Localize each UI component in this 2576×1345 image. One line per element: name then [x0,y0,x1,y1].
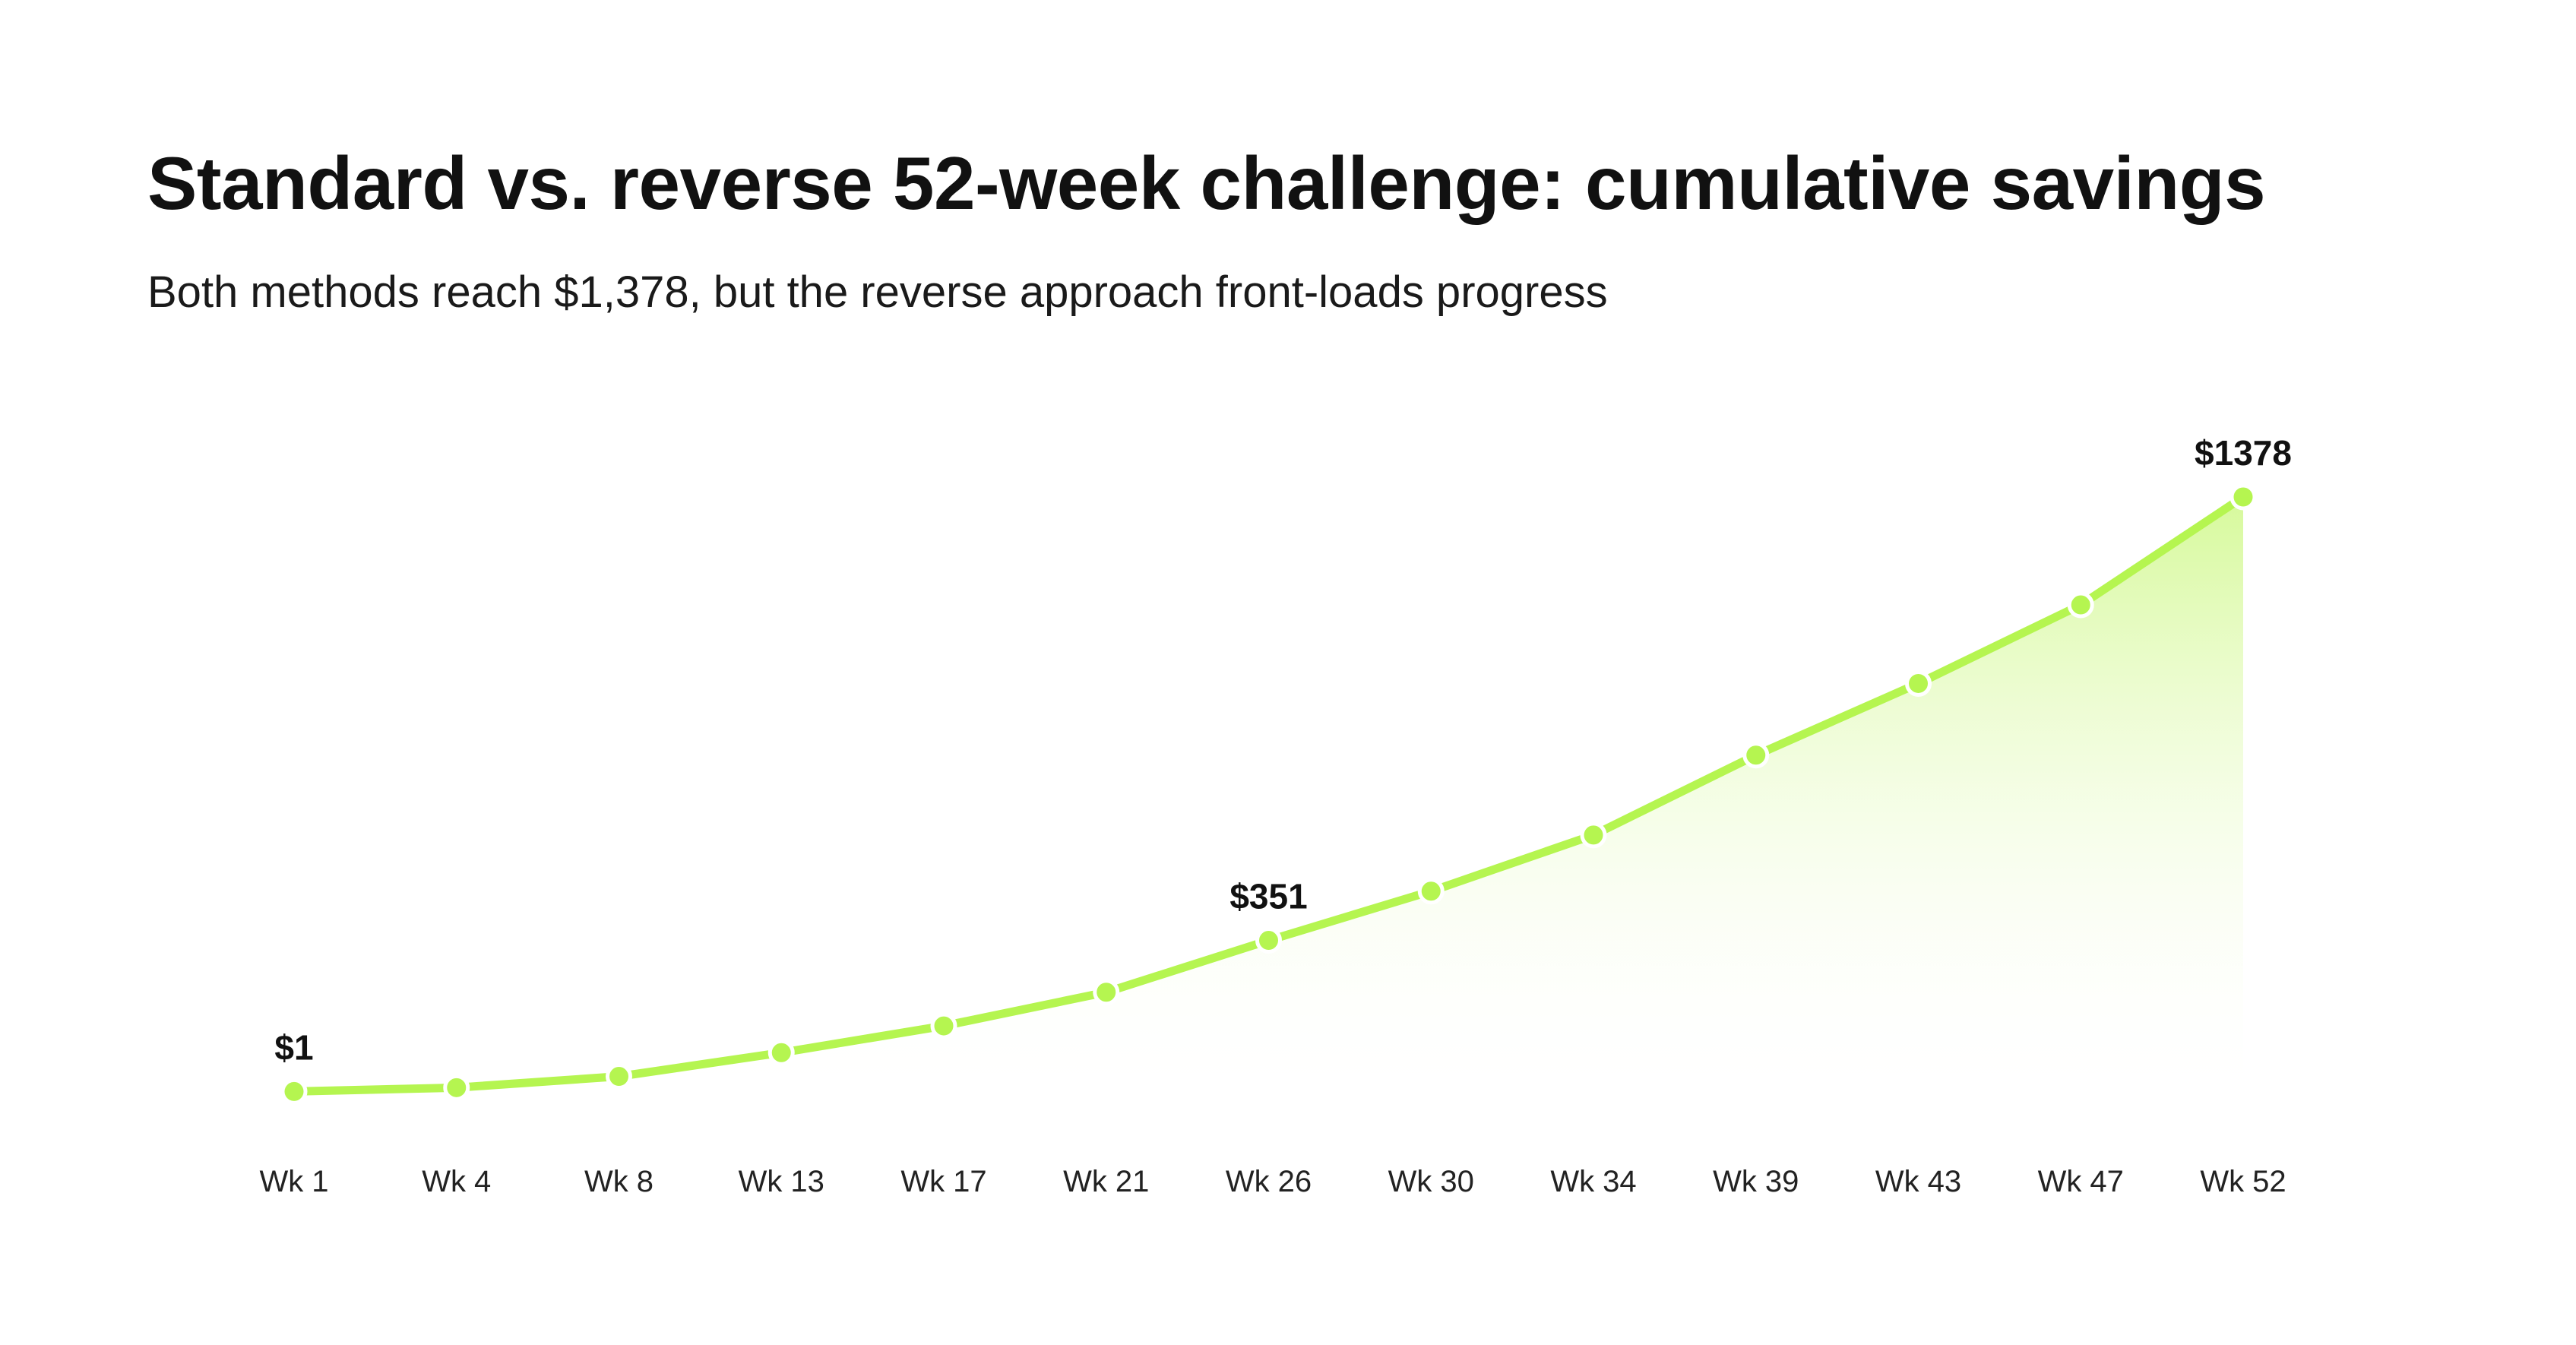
data-label: $1 [274,1027,313,1067]
x-tick-label: Wk 47 [2038,1165,2124,1198]
x-tick-label: Wk 4 [422,1165,491,1198]
data-label: $1378 [2195,433,2292,473]
data-point [930,1012,957,1040]
data-point [1093,979,1120,1006]
x-tick-label: Wk 34 [1550,1165,1636,1198]
data-point [2067,591,2094,619]
data-point [1905,669,1932,697]
chart-title: Standard vs. reverse 52-week challenge: … [147,141,2266,225]
x-tick-label: Wk 43 [1875,1165,1961,1198]
data-point [767,1039,795,1066]
data-point [1417,878,1445,905]
x-tick-label: Wk 1 [259,1165,328,1198]
x-tick-label: Wk 13 [739,1165,824,1198]
data-label: $351 [1229,877,1307,916]
x-tick-label: Wk 30 [1388,1165,1474,1198]
data-point [280,1078,308,1105]
x-tick-label: Wk 39 [1713,1165,1799,1198]
x-tick-label: Wk 17 [900,1165,986,1198]
x-tick-label: Wk 21 [1063,1165,1149,1198]
chart-subtitle: Both methods reach $1,378, but the rever… [147,267,1608,317]
x-tick-label: Wk 26 [1226,1165,1312,1198]
data-point [1742,742,1770,769]
x-tick-label: Wk 52 [2200,1165,2286,1198]
data-point [2229,483,2257,511]
x-tick-label: Wk 8 [584,1165,653,1198]
data-point [1255,927,1282,954]
data-point [1580,821,1607,849]
area-fill [294,497,2243,1092]
data-point [606,1063,632,1090]
data-point [443,1074,470,1101]
